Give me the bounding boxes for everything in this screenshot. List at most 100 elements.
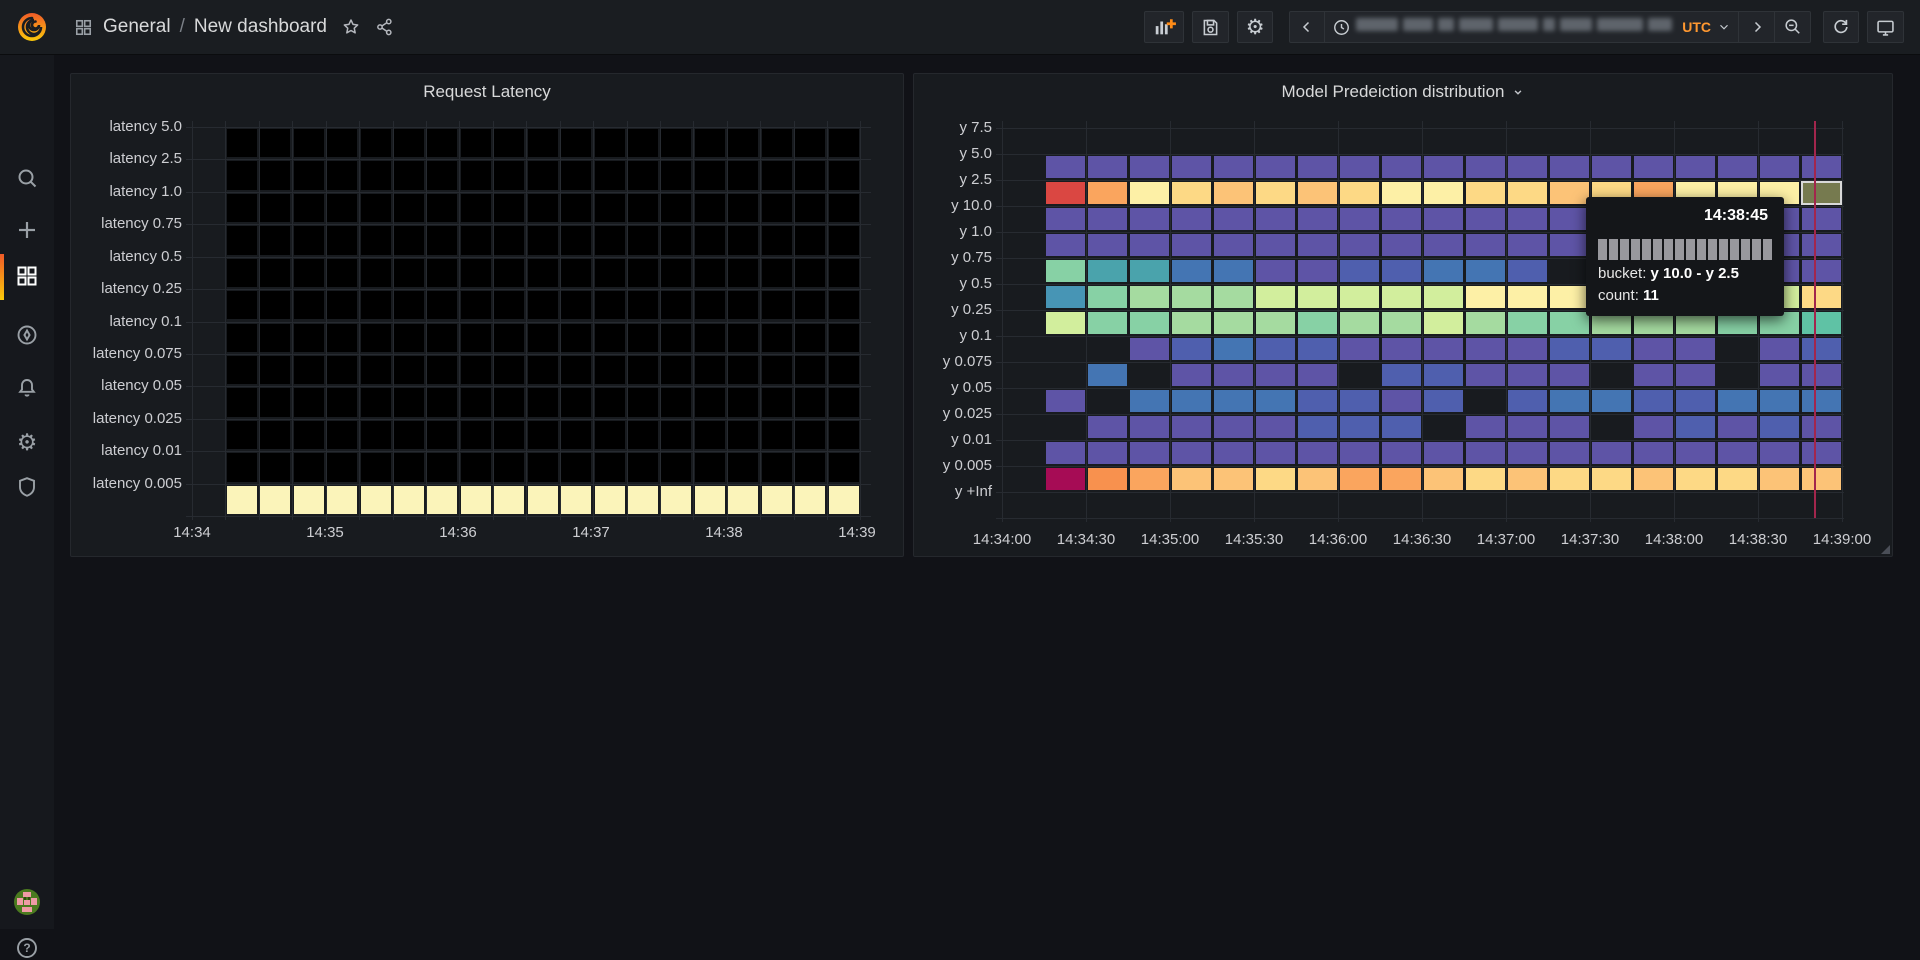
heatmap-cell[interactable] [361, 453, 391, 481]
heatmap-cell[interactable] [1214, 312, 1253, 334]
heatmap-cell[interactable] [1508, 364, 1547, 386]
heatmap-cell[interactable] [1802, 156, 1841, 178]
heatmap-cell[interactable] [1634, 364, 1673, 386]
heatmap-cell[interactable] [1340, 312, 1379, 334]
heatmap-cell[interactable] [1088, 182, 1127, 204]
heatmap-cell[interactable] [1214, 182, 1253, 204]
heatmap-cell[interactable] [1298, 208, 1337, 230]
heatmap-cell[interactable] [1424, 286, 1463, 308]
heatmap-cell[interactable] [1298, 468, 1337, 490]
sidebar-item-configuration[interactable]: ⚙ [0, 431, 54, 454]
heatmap-cell[interactable] [561, 161, 591, 189]
heatmap-cell[interactable] [1382, 260, 1421, 282]
heatmap-cell[interactable] [561, 194, 591, 222]
heatmap-cell[interactable] [595, 486, 625, 514]
heatmap-cell[interactable] [661, 324, 691, 352]
heatmap-cell[interactable] [1088, 364, 1127, 386]
heatmap-cell[interactable] [361, 291, 391, 319]
heatmap-cell[interactable] [1340, 156, 1379, 178]
heatmap-cell[interactable] [227, 421, 257, 449]
heatmap-cell[interactable] [1760, 364, 1799, 386]
heatmap-cell[interactable] [427, 453, 457, 481]
heatmap-cell[interactable] [1802, 286, 1841, 308]
heatmap-cell[interactable] [829, 486, 859, 514]
heatmap-cell[interactable] [1466, 364, 1505, 386]
heatmap-cell[interactable] [1130, 260, 1169, 282]
heatmap-cell[interactable] [1802, 468, 1841, 490]
heatmap-cell[interactable] [661, 291, 691, 319]
heatmap-cell[interactable] [1256, 390, 1295, 412]
heatmap-cell[interactable] [461, 324, 491, 352]
heatmap-cell[interactable] [1256, 364, 1295, 386]
heatmap-cell[interactable] [695, 291, 725, 319]
heatmap-cell[interactable] [1172, 442, 1211, 464]
heatmap-cell[interactable] [361, 161, 391, 189]
heatmap-cell[interactable] [227, 324, 257, 352]
heatmap-cell[interactable] [728, 259, 758, 287]
heatmap-cell[interactable] [1046, 234, 1085, 256]
heatmap-cell[interactable] [795, 486, 825, 514]
heatmap-cell[interactable] [1550, 286, 1589, 308]
heatmap-cell[interactable] [427, 291, 457, 319]
heatmap-cell[interactable] [1046, 208, 1085, 230]
heatmap-cell[interactable] [1508, 468, 1547, 490]
heatmap-cell[interactable] [795, 226, 825, 254]
heatmap-cell[interactable] [361, 259, 391, 287]
heatmap-cell[interactable] [1592, 390, 1631, 412]
heatmap-cell[interactable] [628, 226, 658, 254]
heatmap-cell[interactable] [762, 486, 792, 514]
heatmap-cell[interactable] [595, 421, 625, 449]
heatmap-cell[interactable] [1256, 234, 1295, 256]
sidebar-item-help[interactable]: ? [0, 936, 54, 960]
heatmap-cell[interactable] [260, 388, 290, 416]
heatmap-cell[interactable] [762, 161, 792, 189]
heatmap-cell[interactable] [528, 161, 558, 189]
heatmap-cell[interactable] [1676, 468, 1715, 490]
heatmap-cell[interactable] [1088, 286, 1127, 308]
heatmap-cell[interactable] [528, 291, 558, 319]
heatmap-cell[interactable] [1466, 338, 1505, 360]
heatmap-cell[interactable] [561, 259, 591, 287]
dashboards-breadcrumb-icon[interactable] [74, 18, 93, 37]
heatmap-cell[interactable] [1550, 312, 1589, 334]
heatmap-cell[interactable] [1340, 182, 1379, 204]
heatmap-cell[interactable] [1298, 156, 1337, 178]
heatmap-cell[interactable] [661, 129, 691, 157]
heatmap-cell[interactable] [1172, 312, 1211, 334]
heatmap-cell[interactable] [1424, 390, 1463, 412]
heatmap-cell[interactable] [695, 486, 725, 514]
heatmap-cell[interactable] [628, 453, 658, 481]
heatmap-cell[interactable] [561, 388, 591, 416]
heatmap-cell[interactable] [494, 291, 524, 319]
heatmap-cell[interactable] [494, 421, 524, 449]
heatmap-cell[interactable] [561, 486, 591, 514]
heatmap-cell[interactable] [1256, 442, 1295, 464]
heatmap-cell[interactable] [661, 486, 691, 514]
heatmap-cell[interactable] [1592, 442, 1631, 464]
heatmap-cell[interactable] [628, 259, 658, 287]
heatmap-cell[interactable] [829, 129, 859, 157]
sidebar-item-server-admin[interactable] [0, 475, 54, 499]
heatmap-cell[interactable] [1634, 442, 1673, 464]
heatmap-cell[interactable] [1802, 416, 1841, 438]
heatmap-cell[interactable] [1424, 312, 1463, 334]
heatmap-cell[interactable] [795, 453, 825, 481]
heatmap-cell[interactable] [1088, 312, 1127, 334]
heatmap-cell[interactable] [561, 226, 591, 254]
heatmap-cell[interactable] [1592, 338, 1631, 360]
heatmap-cell[interactable] [1592, 156, 1631, 178]
heatmap-cell[interactable] [1046, 182, 1085, 204]
heatmap-cell[interactable] [728, 324, 758, 352]
dashboard-settings-button[interactable]: ⚙ [1237, 11, 1273, 43]
heatmap-cell[interactable] [327, 291, 357, 319]
heatmap-cell[interactable] [427, 324, 457, 352]
heatmap-cell[interactable] [461, 194, 491, 222]
heatmap-cell[interactable] [327, 161, 357, 189]
heatmap-cell[interactable] [1466, 156, 1505, 178]
heatmap-cell[interactable] [795, 291, 825, 319]
heatmap-cell[interactable] [260, 194, 290, 222]
heatmap-cell[interactable] [427, 226, 457, 254]
heatmap-cell[interactable] [1340, 468, 1379, 490]
heatmap-cell[interactable] [728, 291, 758, 319]
heatmap-cell[interactable] [1760, 416, 1799, 438]
